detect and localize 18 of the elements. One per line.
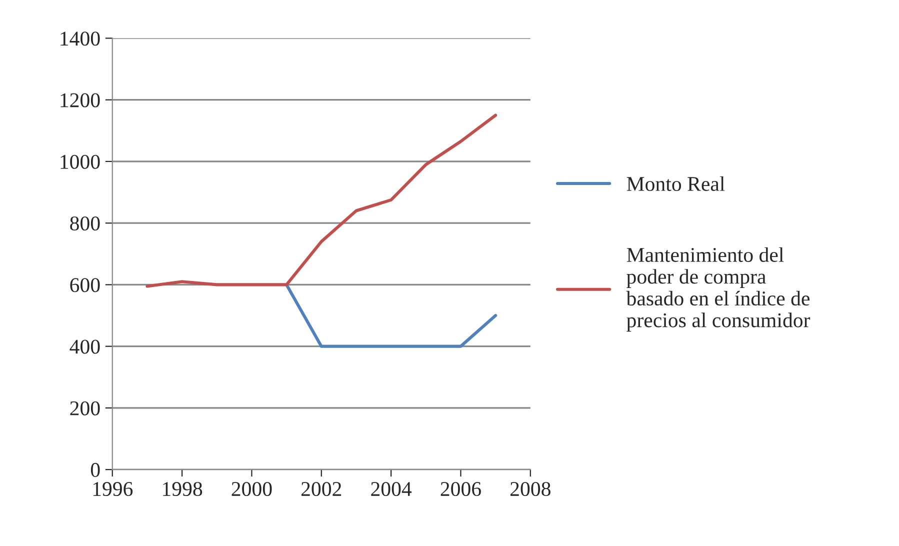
y-tick-label: 1400 — [60, 32, 100, 46]
y-tick-label: 600 — [70, 278, 100, 292]
x-tick-label: 2004 — [371, 482, 412, 496]
legend-label: Mantenimiento del poder de compra basado en el índice de precios al consumidor — [626, 247, 810, 332]
x-tick-label: 1996 — [93, 482, 133, 496]
y-tick-label: 0 — [90, 462, 100, 477]
y-tick-label: 400 — [70, 340, 100, 354]
x-tick-label: 2008 — [510, 482, 550, 496]
x-tick-label: 2006 — [440, 482, 481, 496]
y-tick-label: 1200 — [60, 93, 100, 108]
y-tick-label: 1000 — [60, 154, 100, 169]
y-tick-label: 200 — [70, 401, 100, 416]
y-tick-label: 800 — [70, 216, 100, 231]
x-tick-label: 1998 — [163, 482, 202, 496]
legend-label: Monto Real — [626, 176, 725, 192]
x-tick-label: 2002 — [301, 482, 342, 496]
line-series — [146, 114, 498, 288]
x-tick-label: 2000 — [232, 482, 272, 496]
